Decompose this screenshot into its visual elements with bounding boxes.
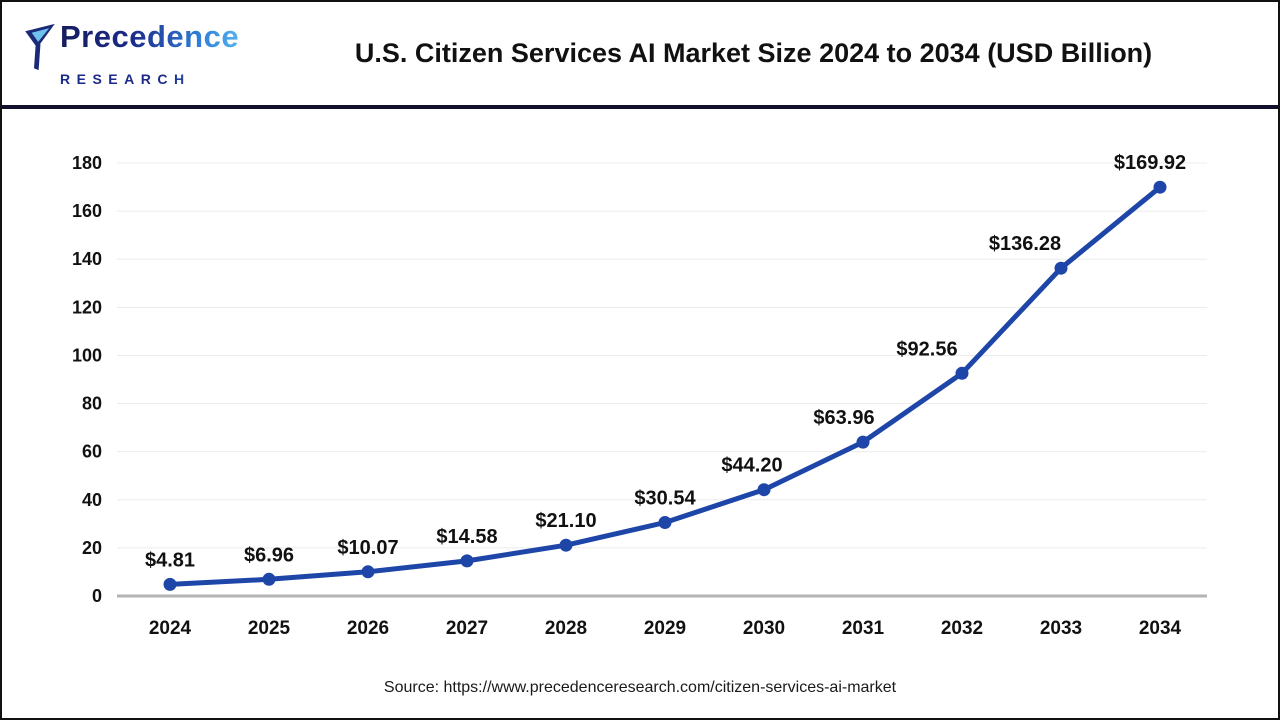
data-point — [262, 572, 276, 586]
data-point — [955, 366, 969, 380]
chart-title: U.S. Citizen Services AI Market Size 202… — [354, 37, 1153, 68]
data-point-label: $21.10 — [535, 510, 596, 532]
logo-brand-text: Precedence — [60, 19, 240, 54]
data-point — [757, 483, 771, 497]
x-tick-label: 2027 — [446, 618, 488, 639]
data-point — [1153, 180, 1167, 194]
x-tick-label: 2029 — [644, 618, 686, 639]
x-tick-label: 2026 — [347, 618, 389, 639]
data-point-label: $92.56 — [896, 338, 957, 360]
y-tick-label: 100 — [72, 345, 102, 365]
data-point — [1054, 261, 1068, 275]
x-tick-label: 2024 — [149, 618, 192, 639]
y-tick-label: 80 — [82, 394, 102, 414]
y-tick-label: 60 — [82, 442, 102, 462]
y-tick-label: 20 — [82, 538, 102, 558]
data-point-label: $6.96 — [244, 544, 294, 566]
x-tick-label: 2025 — [248, 618, 291, 639]
x-tick-label: 2028 — [545, 618, 587, 639]
data-point-label: $136.28 — [989, 233, 1061, 255]
line-chart-svg: 0 20 40 60 80 100 120 140 160 180 2024 2025 2026 2027… — [72, 152, 1207, 639]
data-point — [856, 435, 870, 449]
precedence-logo: Precedence RESEARCH — [22, 21, 239, 86]
data-point-label: $44.20 — [721, 455, 782, 477]
x-tick-label: 2030 — [743, 618, 785, 639]
y-tick-label: 0 — [92, 586, 102, 606]
data-point — [559, 538, 573, 552]
y-tick-label: 160 — [72, 201, 102, 221]
data-point-label: $169.92 — [1114, 152, 1186, 174]
data-point-label: $63.96 — [813, 407, 874, 429]
y-tick-label: 120 — [72, 297, 102, 317]
data-point-label: $10.07 — [337, 537, 398, 559]
header: Precedence RESEARCH U.S. Citizen Service… — [2, 2, 1278, 105]
y-tick-label: 40 — [82, 490, 102, 510]
precedence-logo-icon — [25, 23, 55, 71]
chart-area: 0 20 40 60 80 100 120 140 160 180 2024 2025 2026 2027… — [2, 109, 1278, 718]
source-text: Source: https://www.precedenceresearch.c… — [383, 679, 897, 696]
data-point-label: $30.54 — [634, 488, 696, 510]
data-point-label: $14.58 — [436, 526, 497, 548]
x-tick-label: 2032 — [941, 618, 983, 639]
x-tick-label: 2031 — [842, 618, 885, 639]
header-divider — [2, 105, 1278, 109]
data-point — [163, 577, 177, 591]
logo-subbrand-text: RESEARCH — [60, 72, 239, 86]
x-tick-label: 2034 — [1139, 618, 1182, 639]
data-point-label: $4.81 — [145, 549, 195, 571]
data-point — [460, 554, 474, 568]
data-point — [361, 565, 375, 579]
x-tick-label: 2033 — [1040, 618, 1082, 639]
y-tick-label: 140 — [72, 249, 102, 269]
y-tick-label: 180 — [72, 153, 102, 173]
data-point — [658, 516, 672, 529]
